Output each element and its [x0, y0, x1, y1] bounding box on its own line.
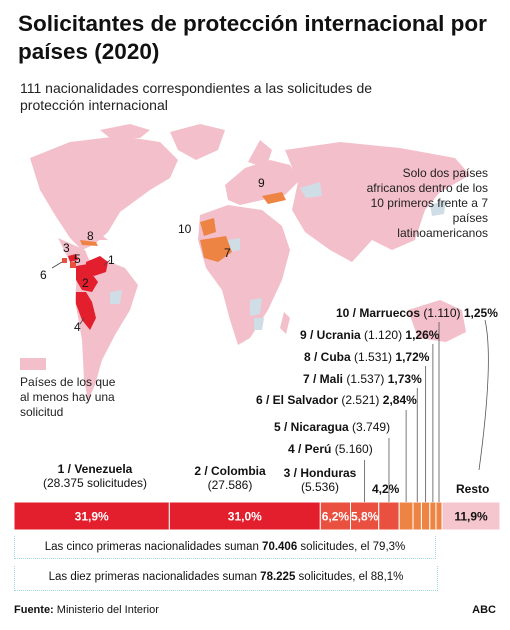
- map-label-1: 1: [108, 253, 115, 267]
- label-mali: 7 / Mali (1.537) 1,73%: [303, 372, 422, 386]
- source-note: Fuente: Ministerio del Interior: [14, 604, 159, 616]
- map-asia: [285, 142, 470, 262]
- label-ucrania: 9 / Ucrania (1.120) 1,26%: [300, 328, 440, 342]
- map-canada-islands: [100, 124, 150, 138]
- chart-title: Solicitantes de protección internacional…: [18, 11, 487, 64]
- map-marruecos: [200, 218, 216, 236]
- map-north-america: [30, 136, 178, 250]
- map-australia: [408, 300, 466, 342]
- bar-segment-ucrania: [429, 501, 437, 531]
- map-scandinavia: [248, 140, 272, 168]
- map-label-6: 6: [40, 268, 47, 282]
- map-nicaragua: [70, 262, 76, 268]
- bar-value-label-venezuela: 31,9%: [75, 510, 109, 524]
- map-no-request-6: [254, 318, 264, 330]
- bar-segment-colombia: [168, 501, 321, 531]
- map-no-request-5: [430, 200, 446, 216]
- label-nicaragua-pct: 4,2%: [372, 482, 400, 496]
- map-label-4: 4: [74, 320, 81, 334]
- bar-segment-mali: [412, 501, 422, 531]
- summary-top5: Las cinco primeras nacionalidades suman …: [14, 536, 436, 559]
- bar-segment-honduras: [319, 501, 351, 531]
- world-map: [30, 124, 470, 400]
- map-ucrania: [262, 192, 286, 204]
- map-caribbean: [88, 232, 108, 240]
- map-madagascar: [280, 312, 290, 334]
- map-greenland: [170, 124, 225, 160]
- legend-label: Países de los que al menos hay una solic…: [20, 375, 116, 419]
- bar-value-label-peru: 5,8%: [351, 510, 379, 524]
- map-colombia: [76, 264, 98, 292]
- bar-value-label-honduras: 6,2%: [322, 510, 350, 524]
- chart-subtitle: 111 nacionalidades correspondientes a la…: [20, 80, 373, 113]
- leader-curve-marruecos: [478, 319, 489, 471]
- map-no-request-1: [300, 182, 322, 198]
- map-no-request-2: [250, 298, 262, 316]
- map-leader-4: [79, 317, 85, 325]
- label-colombia: 2 / Colombia (27.586): [194, 464, 266, 492]
- map-label-5: 5: [74, 252, 81, 266]
- legend-swatch: [20, 358, 46, 370]
- bar-value-label-colombia: 31,0%: [228, 510, 262, 524]
- bar-segment-venezuela: [13, 501, 170, 531]
- map-el-salvador: [62, 258, 67, 263]
- map-honduras: [68, 254, 78, 262]
- bar-value-label-resto: 11,9%: [454, 510, 488, 524]
- map-leader-1: [103, 259, 111, 266]
- annotation-note: Solo dos países africanos dentro de los …: [366, 166, 488, 240]
- summary-top10: Las diez primeras nacionalidades suman 7…: [14, 566, 438, 591]
- label-elsalvador: 6 / El Salvador (2.521) 2,84%: [256, 393, 417, 407]
- map-south-america: [75, 258, 138, 400]
- bar-segment-marruecos: [435, 501, 443, 531]
- bar-segment-nicaragua: [378, 501, 400, 531]
- map-leader-6: [51, 261, 63, 269]
- map-label-10: 10: [178, 222, 192, 236]
- label-honduras: 3 / Honduras (5.536): [283, 466, 357, 494]
- map-peru: [76, 292, 96, 330]
- map-central-america: [58, 238, 90, 268]
- brand-logo: ABC: [472, 604, 496, 616]
- bar-segment-elsalvador: [398, 501, 414, 531]
- bar-segment-resto: [441, 501, 501, 531]
- map-mali: [200, 236, 232, 262]
- map-no-request-3: [110, 290, 122, 304]
- map-venezuela: [86, 256, 108, 276]
- map-cuba: [80, 240, 98, 246]
- label-cuba: 8 / Cuba (1.531) 1,72%: [304, 350, 430, 364]
- label-marruecos: 10 / Marruecos (1.110) 1,25%: [336, 306, 498, 320]
- bar-segment-cuba: [420, 501, 431, 531]
- map-label-7: 7: [224, 246, 231, 260]
- map-label-9: 9: [258, 176, 265, 190]
- map-no-request-4: [228, 238, 240, 252]
- map-label-2: 2: [82, 276, 89, 290]
- label-nicaragua: 5 / Nicaragua (3.749): [274, 420, 391, 434]
- label-peru: 4 / Perú (5.160): [288, 442, 373, 456]
- label-resto: Resto: [456, 482, 490, 496]
- map-label-3: 3: [63, 241, 70, 255]
- map-label-8: 8: [87, 229, 94, 243]
- label-venezuela: 1 / Venezuela (28.375 solicitudes): [42, 462, 148, 490]
